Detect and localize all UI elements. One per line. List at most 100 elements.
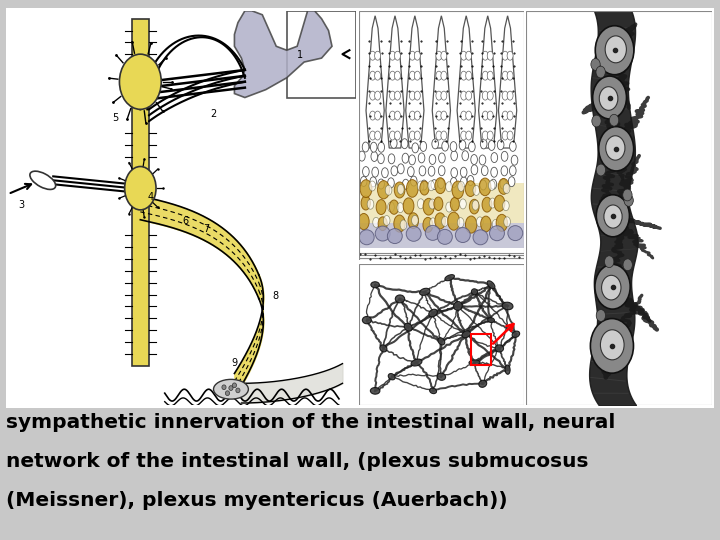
Bar [471,334,491,366]
Circle shape [362,142,369,152]
Circle shape [395,182,405,198]
Circle shape [482,166,488,176]
Circle shape [430,218,436,228]
Text: 3: 3 [19,200,24,210]
Bar [359,145,524,185]
Ellipse shape [512,331,520,338]
Circle shape [377,180,390,199]
Circle shape [510,141,516,151]
Circle shape [418,181,424,191]
Ellipse shape [438,338,445,345]
Circle shape [481,216,491,232]
Circle shape [462,151,469,161]
Circle shape [502,131,508,140]
Ellipse shape [120,54,161,109]
Ellipse shape [380,345,387,352]
Ellipse shape [462,331,470,338]
Circle shape [593,76,626,119]
Circle shape [229,386,233,390]
Circle shape [507,91,513,100]
Circle shape [496,214,508,231]
Circle shape [410,71,415,80]
Circle shape [441,91,447,100]
Circle shape [397,164,404,174]
Polygon shape [386,16,404,148]
Circle shape [378,154,384,164]
Circle shape [374,91,381,100]
Circle shape [431,180,438,190]
Circle shape [450,198,459,211]
Circle shape [491,153,498,163]
Circle shape [442,141,449,151]
Circle shape [458,181,464,191]
Ellipse shape [406,226,421,241]
Circle shape [359,151,365,161]
Circle shape [503,184,510,193]
Circle shape [420,180,427,190]
Circle shape [390,131,395,140]
Ellipse shape [411,359,422,366]
Circle shape [488,180,495,191]
Ellipse shape [472,289,477,295]
Circle shape [412,143,418,153]
Circle shape [406,180,418,197]
Ellipse shape [30,171,55,190]
Ellipse shape [404,323,413,331]
Circle shape [423,198,434,215]
Text: 8: 8 [273,291,279,301]
Circle shape [410,131,415,140]
Ellipse shape [487,318,495,322]
Circle shape [402,153,409,163]
Circle shape [388,154,395,164]
Circle shape [624,194,634,206]
Circle shape [595,26,634,75]
Circle shape [369,71,376,80]
Circle shape [487,91,493,100]
Circle shape [415,111,420,120]
Circle shape [408,213,418,228]
Circle shape [415,71,420,80]
Circle shape [419,166,426,176]
Circle shape [501,166,508,176]
Ellipse shape [487,281,495,289]
Circle shape [482,51,488,60]
Circle shape [457,218,464,228]
Circle shape [390,71,395,80]
Polygon shape [479,16,497,148]
Circle shape [606,136,625,160]
Circle shape [395,71,400,80]
Circle shape [446,182,452,192]
Circle shape [432,139,438,149]
Circle shape [370,142,377,152]
Circle shape [435,178,446,194]
Text: 1: 1 [297,50,303,60]
Circle shape [420,181,429,195]
Circle shape [436,131,442,140]
Circle shape [452,181,464,199]
Circle shape [451,178,457,187]
Circle shape [438,179,444,188]
Text: 9: 9 [231,357,237,368]
Text: network of the intestinal wall, (plexus submucosus: network of the intestinal wall, (plexus … [6,452,588,471]
Circle shape [472,200,479,210]
Circle shape [361,177,367,186]
Circle shape [363,167,369,177]
Circle shape [436,71,442,80]
Circle shape [378,179,384,189]
Circle shape [429,154,436,165]
Circle shape [367,199,374,209]
Ellipse shape [430,388,436,394]
Bar [6,8,714,408]
Circle shape [382,168,388,178]
Circle shape [394,215,405,232]
Circle shape [441,51,447,60]
Circle shape [409,155,415,165]
Circle shape [436,111,442,120]
Circle shape [450,141,456,152]
Circle shape [511,155,518,165]
Circle shape [623,259,632,271]
Ellipse shape [387,228,402,244]
Polygon shape [366,16,384,148]
Circle shape [461,91,467,100]
Circle shape [498,178,509,194]
